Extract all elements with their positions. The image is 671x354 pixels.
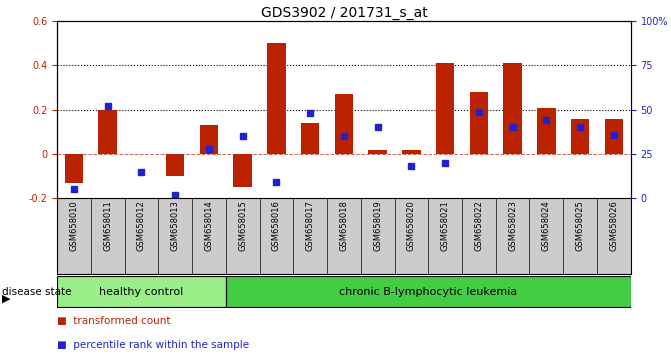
Text: ■  transformed count: ■ transformed count — [57, 316, 170, 326]
Bar — [537, 108, 556, 154]
Text: GSM658019: GSM658019 — [373, 200, 382, 251]
Bar — [402, 149, 421, 154]
Text: GSM658024: GSM658024 — [542, 200, 551, 251]
Text: GSM658014: GSM658014 — [205, 200, 213, 251]
Text: GSM658012: GSM658012 — [137, 200, 146, 251]
Bar — [503, 63, 522, 154]
Text: GSM658025: GSM658025 — [576, 200, 584, 251]
Bar — [234, 154, 252, 187]
Bar — [301, 123, 319, 154]
Title: GDS3902 / 201731_s_at: GDS3902 / 201731_s_at — [260, 6, 427, 20]
Text: ■  percentile rank within the sample: ■ percentile rank within the sample — [57, 340, 249, 350]
Text: GSM658013: GSM658013 — [170, 200, 180, 251]
Bar — [267, 44, 286, 154]
Bar — [64, 154, 83, 183]
Text: GSM658010: GSM658010 — [69, 200, 79, 251]
Text: GSM658011: GSM658011 — [103, 200, 112, 251]
Text: GSM658023: GSM658023 — [508, 200, 517, 251]
Bar — [225, 276, 631, 307]
Text: GSM658015: GSM658015 — [238, 200, 247, 251]
Text: GSM658018: GSM658018 — [340, 200, 348, 251]
Bar — [605, 119, 623, 154]
Text: GSM658016: GSM658016 — [272, 200, 281, 251]
Text: GSM658026: GSM658026 — [609, 200, 619, 251]
Text: GSM658017: GSM658017 — [305, 200, 315, 251]
Text: disease state: disease state — [2, 287, 72, 297]
Bar — [199, 125, 218, 154]
Text: GSM658022: GSM658022 — [474, 200, 483, 251]
Bar — [335, 94, 353, 154]
Text: GSM658021: GSM658021 — [441, 200, 450, 251]
Bar — [436, 63, 454, 154]
Bar — [470, 92, 488, 154]
Bar — [166, 154, 185, 176]
Bar — [57, 276, 225, 307]
Text: healthy control: healthy control — [99, 287, 184, 297]
Bar — [99, 110, 117, 154]
Text: chronic B-lymphocytic leukemia: chronic B-lymphocytic leukemia — [339, 287, 517, 297]
Bar — [368, 149, 387, 154]
Text: GSM658020: GSM658020 — [407, 200, 416, 251]
Text: ▶: ▶ — [2, 294, 11, 304]
Bar — [571, 119, 589, 154]
